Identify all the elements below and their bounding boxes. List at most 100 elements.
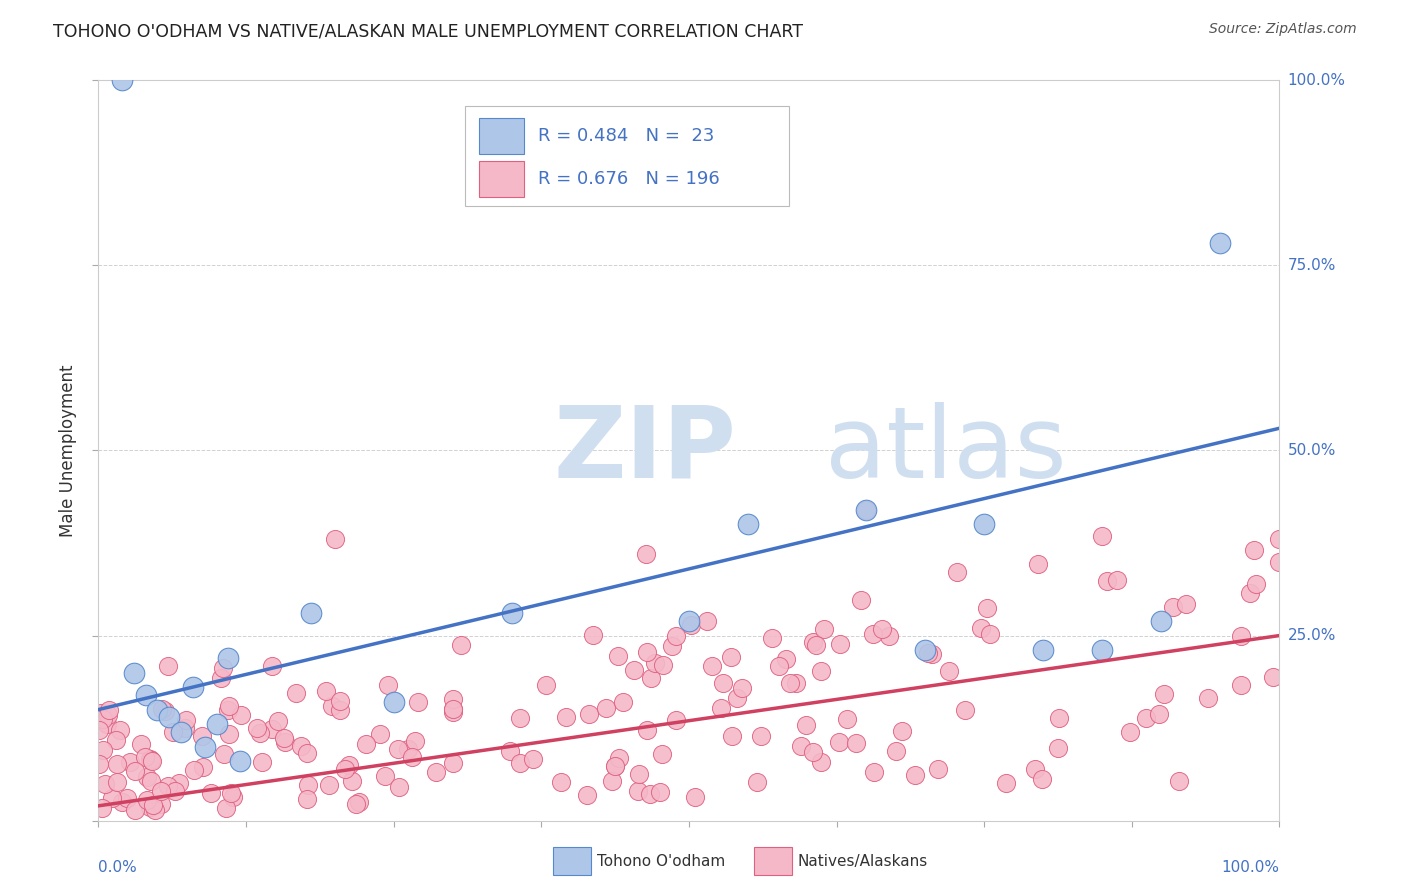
Point: [89, 723, 111, 737]
Point: [606, 649, 628, 664]
Point: [761, 631, 783, 645]
Point: [183, 764, 205, 778]
Y-axis label: Male Unemployment: Male Unemployment: [59, 364, 77, 537]
Point: [665, 629, 688, 643]
Point: [176, 713, 198, 727]
Point: [297, 792, 319, 806]
Point: [284, 686, 307, 700]
FancyBboxPatch shape: [478, 118, 523, 153]
Point: [1268, 533, 1291, 547]
Point: [927, 762, 949, 776]
Point: [720, 729, 742, 743]
Point: [321, 699, 343, 714]
Point: [661, 639, 683, 653]
Point: [1263, 670, 1285, 684]
Point: [108, 723, 131, 738]
Point: [1150, 614, 1173, 628]
Point: [665, 713, 688, 727]
Point: [150, 784, 173, 798]
Point: [157, 659, 180, 673]
Point: [193, 759, 215, 773]
Point: [628, 766, 651, 780]
Point: [135, 688, 157, 702]
Point: [441, 756, 464, 770]
Point: [401, 750, 423, 764]
Point: [1090, 529, 1112, 543]
Text: 0.0%: 0.0%: [98, 860, 138, 874]
Point: [1097, 574, 1119, 588]
Point: [801, 745, 824, 759]
Point: [98, 703, 121, 717]
Point: [636, 645, 658, 659]
Point: [441, 706, 464, 720]
Point: [129, 738, 152, 752]
Point: [994, 776, 1017, 790]
Point: [863, 764, 886, 779]
Point: [299, 607, 322, 621]
Point: [153, 704, 176, 718]
Point: [388, 780, 411, 794]
Point: [173, 721, 195, 735]
Point: [917, 646, 939, 660]
Point: [91, 742, 114, 756]
Point: [218, 727, 240, 741]
Point: [1209, 236, 1232, 251]
Text: Source: ZipAtlas.com: Source: ZipAtlas.com: [1209, 22, 1357, 37]
FancyBboxPatch shape: [553, 847, 591, 875]
Point: [555, 710, 578, 724]
Point: [266, 714, 288, 728]
Point: [170, 724, 193, 739]
Point: [162, 725, 184, 739]
Point: [335, 762, 357, 776]
Point: [1229, 629, 1251, 643]
Point: [779, 676, 801, 690]
Point: [141, 754, 163, 768]
Point: [157, 710, 180, 724]
Point: [849, 593, 872, 607]
Point: [1174, 597, 1197, 611]
Point: [340, 774, 363, 789]
Point: [711, 676, 734, 690]
Point: [638, 787, 661, 801]
Point: [142, 797, 165, 812]
Point: [855, 502, 877, 516]
Point: [135, 793, 157, 807]
Point: [855, 502, 877, 516]
Point: [1230, 678, 1253, 692]
Point: [720, 650, 742, 665]
Point: [329, 703, 352, 717]
Point: [499, 744, 522, 758]
Point: [938, 665, 960, 679]
Point: [100, 791, 122, 805]
Point: [346, 797, 368, 811]
Point: [612, 695, 634, 709]
Point: [775, 652, 797, 666]
Point: [790, 739, 813, 754]
Point: [97, 707, 120, 722]
Point: [745, 775, 768, 789]
Point: [94, 777, 117, 791]
Point: [105, 775, 128, 789]
Point: [141, 774, 163, 789]
Point: [1147, 707, 1170, 722]
Point: [260, 658, 283, 673]
Point: [870, 623, 893, 637]
Point: [194, 739, 217, 754]
Point: [89, 756, 111, 771]
Text: 100.0%: 100.0%: [1288, 73, 1346, 87]
Point: [1239, 586, 1261, 600]
Point: [1046, 741, 1069, 756]
Point: [1153, 687, 1175, 701]
Point: [835, 712, 858, 726]
Point: [1032, 643, 1054, 657]
Point: [217, 703, 239, 717]
Point: [578, 707, 600, 722]
Point: [297, 746, 319, 760]
Point: [145, 803, 167, 817]
Point: [382, 695, 405, 709]
Point: [877, 629, 900, 643]
Point: [136, 770, 159, 784]
Point: [702, 659, 724, 673]
Point: [640, 672, 662, 686]
Point: [609, 751, 631, 765]
